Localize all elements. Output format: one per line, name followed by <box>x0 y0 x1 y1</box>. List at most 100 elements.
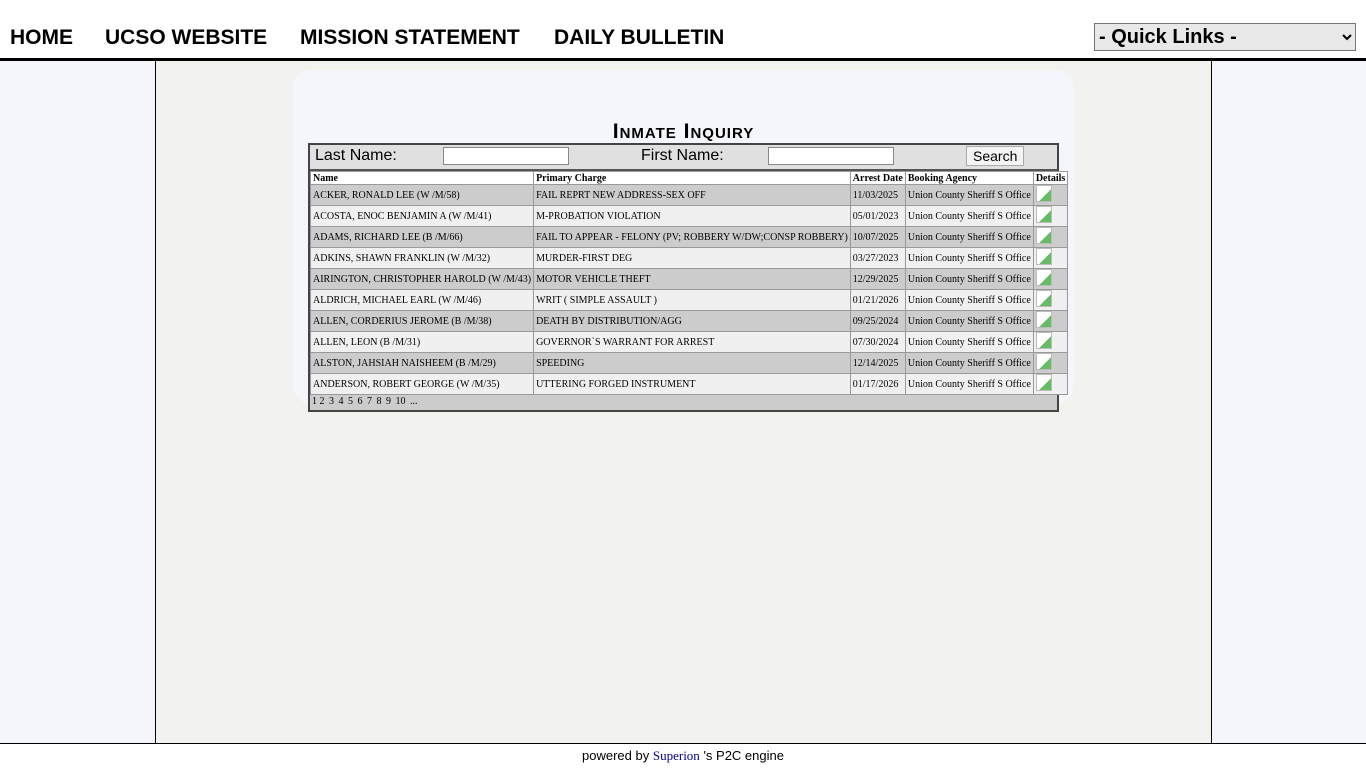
column-header: Arrest Date <box>849 171 906 185</box>
details-image-icon[interactable] <box>1035 248 1052 265</box>
arrest-date-cell: 01/17/2026 <box>849 373 906 395</box>
details-cell <box>1032 310 1069 332</box>
arrest-date-cell: 01/21/2026 <box>849 289 906 311</box>
details-cell <box>1032 373 1069 395</box>
name-cell: ALSTON, JAHSIAH NAISHEEM (B /M/29) <box>309 352 535 374</box>
name-cell: ACKER, RONALD LEE (W /M/58) <box>309 184 535 206</box>
agency-cell: Union County Sheriff S Office <box>904 205 1034 227</box>
details-cell <box>1032 268 1069 290</box>
first-name-label: First Name: <box>641 147 724 164</box>
footer-prefix: powered by <box>582 748 650 763</box>
name-cell: ALLEN, LEON (B /M/31) <box>309 331 535 353</box>
table-row: ALLEN, CORDERIUS JEROME (B /M/38) DEATH B… <box>309 310 1069 332</box>
page-link[interactable]: 7 <box>367 396 372 407</box>
last-name-label: Last Name: <box>315 147 397 164</box>
agency-cell: Union County Sheriff S Office <box>904 226 1034 248</box>
search-button[interactable]: Search <box>966 146 1025 166</box>
quick-links-select[interactable]: - Quick Links - <box>1094 23 1356 51</box>
agency-cell: Union County Sheriff S Office <box>904 184 1034 206</box>
page-link[interactable]: 10 <box>395 396 406 407</box>
column-header: Primary Charge <box>533 171 851 185</box>
page-link[interactable]: 3 <box>329 396 334 407</box>
inquiry-card: Inmate Inquiry Last Name: First Name: Se… <box>293 70 1074 412</box>
table-row: ACOSTA, ENOC BENJAMIN A (W /M/41) M-PROBA… <box>309 205 1069 227</box>
details-image-icon[interactable] <box>1035 374 1052 391</box>
charge-cell: DEATH BY DISTRIBUTION/AGG <box>533 310 851 332</box>
page-title: Inmate Inquiry <box>612 120 755 143</box>
details-cell <box>1032 184 1069 206</box>
agency-cell: Union County Sheriff S Office <box>904 352 1034 374</box>
arrest-date-cell: 10/07/2025 <box>849 226 906 248</box>
details-cell <box>1032 331 1069 353</box>
page-link[interactable]: 5 <box>348 396 353 407</box>
arrest-date-cell: 12/14/2025 <box>849 352 906 374</box>
charge-cell: FAIL TO APPEAR - FELONY (PV; ROBBERY W/D… <box>533 226 851 248</box>
results-table: Name Primary Charge Arrest Date Booking Age… <box>309 171 1069 395</box>
table-row: ADKINS, SHAWN FRANKLIN (W /M/32) MURDER-F… <box>309 247 1069 269</box>
agency-cell: Union County Sheriff S Office <box>904 247 1034 269</box>
agency-cell: Union County Sheriff S Office <box>904 268 1034 290</box>
details-cell <box>1032 205 1069 227</box>
name-cell: ACOSTA, ENOC BENJAMIN A (W /M/41) <box>309 205 535 227</box>
table-row: ALSTON, JAHSIAH NAISHEEM (B /M/29) SPEEDI… <box>309 352 1069 374</box>
details-image-icon[interactable] <box>1035 269 1052 286</box>
agency-cell: Union County Sheriff S Office <box>904 331 1034 353</box>
charge-cell: WRIT ( SIMPLE ASSAULT ) <box>533 289 851 311</box>
page-link[interactable]: 6 <box>357 396 363 407</box>
details-image-icon[interactable] <box>1035 227 1052 244</box>
details-image-icon[interactable] <box>1035 311 1052 328</box>
first-name-input[interactable] <box>768 147 894 165</box>
charge-cell: UTTERING FORGED INSTRUMENT <box>533 373 851 395</box>
details-cell <box>1032 352 1069 374</box>
page-link[interactable]: 4 <box>338 396 344 407</box>
details-image-icon[interactable] <box>1035 290 1052 307</box>
column-header: Booking Agency <box>904 171 1034 185</box>
details-image-icon[interactable] <box>1035 206 1052 223</box>
column-header: Details <box>1032 171 1069 185</box>
details-image-icon[interactable] <box>1035 185 1052 202</box>
details-image-icon[interactable] <box>1035 353 1052 370</box>
arrest-date-cell: 12/29/2025 <box>849 268 906 290</box>
table-row: ACKER, RONALD LEE (W /M/58) FAIL REPRT NE… <box>309 184 1069 206</box>
nav-home[interactable]: HOME <box>10 26 73 49</box>
page-link[interactable]: 9 <box>386 396 391 407</box>
page-link[interactable]: 2 <box>319 396 325 407</box>
nav-mission-statement[interactable]: MISSION STATEMENT <box>300 26 520 49</box>
main-content: Inmate Inquiry Last Name: First Name: Se… <box>155 61 1212 743</box>
agency-cell: Union County Sheriff S Office <box>904 373 1034 395</box>
name-cell: ANDERSON, ROBERT GEORGE (W /M/35) <box>309 373 535 395</box>
details-image-icon[interactable] <box>1035 332 1052 349</box>
name-cell: ALLEN, CORDERIUS JEROME (B /M/38) <box>309 310 535 332</box>
page-link[interactable]: ... <box>410 396 418 407</box>
charge-cell: MOTOR VEHICLE THEFT <box>533 268 851 290</box>
table-row: AIRINGTON, CHRISTOPHER HAROLD (W /M/43) M… <box>309 268 1069 290</box>
details-cell <box>1032 247 1069 269</box>
arrest-date-cell: 05/01/2023 <box>849 205 906 227</box>
charge-cell: MURDER-FIRST DEG <box>533 247 851 269</box>
top-nav: HOME UCSO WEBSITE MISSION STATEMENT DAIL… <box>0 0 1366 61</box>
name-cell: AIRINGTON, CHRISTOPHER HAROLD (W /M/43) <box>309 268 535 290</box>
last-name-input[interactable] <box>443 147 569 165</box>
table-row: ALLEN, LEON (B /M/31) GOVERNOR`S WARRANT … <box>309 331 1069 353</box>
charge-cell: SPEEDING <box>533 352 851 374</box>
current-page: 1 <box>312 396 317 407</box>
name-cell: ADAMS, RICHARD LEE (B /M/66) <box>309 226 535 248</box>
search-row: Last Name: First Name: Search <box>310 145 1057 171</box>
nav-daily-bulletin[interactable]: DAILY BULLETIN <box>554 26 725 49</box>
footer: powered by Superion 's P2C engine <box>0 743 1366 768</box>
superion-link[interactable]: Superion <box>652 748 700 763</box>
details-cell <box>1032 289 1069 311</box>
agency-cell: Union County Sheriff S Office <box>904 310 1034 332</box>
agency-cell: Union County Sheriff S Office <box>904 289 1034 311</box>
table-row: ALDRICH, MICHAEL EARL (W /M/46) WRIT ( SI… <box>309 289 1069 311</box>
column-header: Name <box>309 171 535 185</box>
pagination: 1 2 3 4 5 6 7 8 9 10 ... <box>310 395 1057 410</box>
charge-cell: GOVERNOR`S WARRANT FOR ARREST <box>533 331 851 353</box>
arrest-date-cell: 09/25/2024 <box>849 310 906 332</box>
charge-cell: FAIL REPRT NEW ADDRESS-SEX OFF <box>533 184 851 206</box>
table-row: ADAMS, RICHARD LEE (B /M/66) FAIL TO APPE… <box>309 226 1069 248</box>
details-cell <box>1032 226 1069 248</box>
page-link[interactable]: 8 <box>376 396 382 407</box>
nav-ucso-website[interactable]: UCSO WEBSITE <box>105 26 268 49</box>
name-cell: ALDRICH, MICHAEL EARL (W /M/46) <box>309 289 535 311</box>
